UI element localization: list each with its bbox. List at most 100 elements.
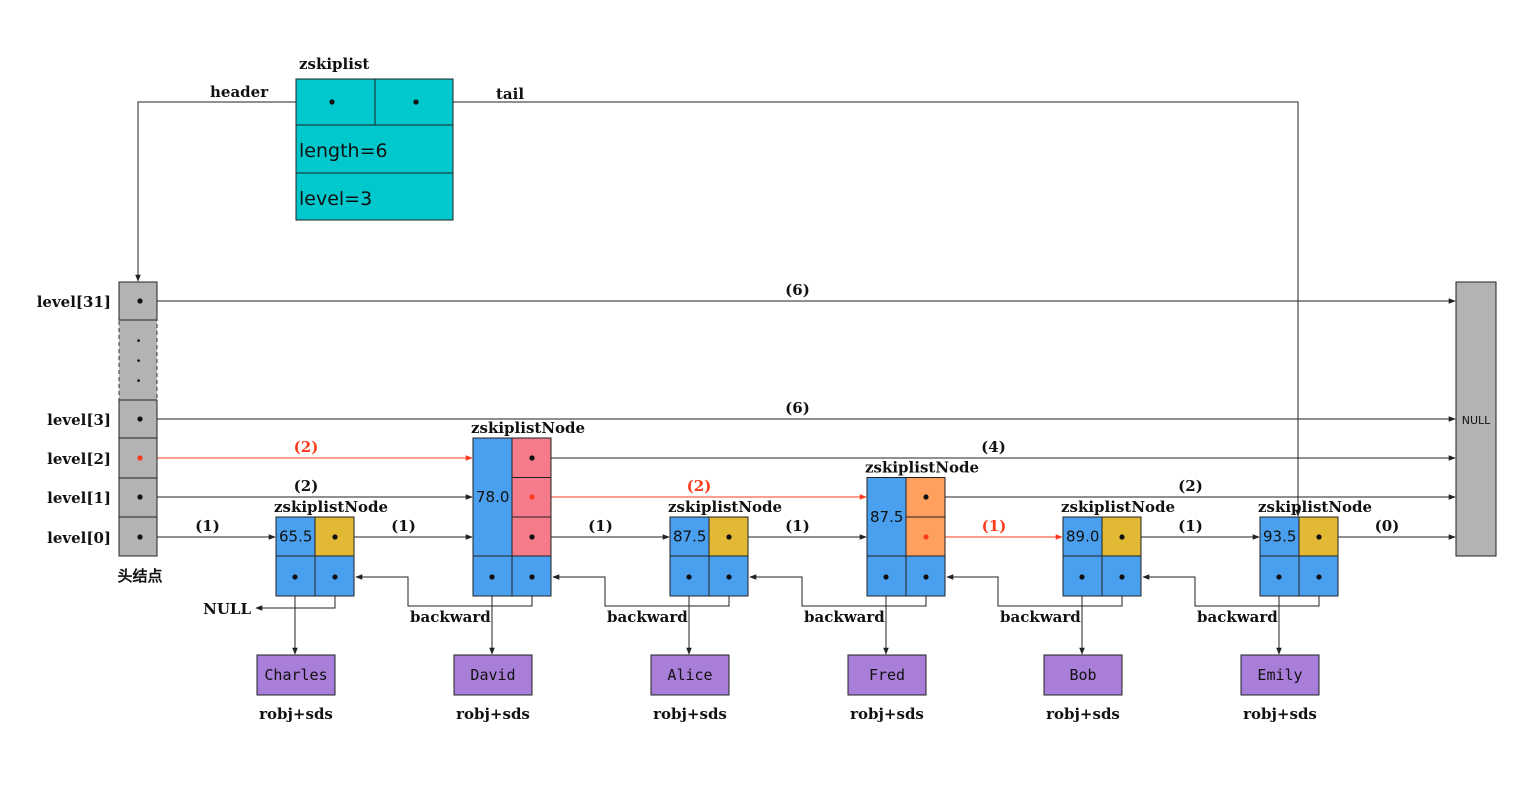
forward-pointer-dot xyxy=(332,534,338,540)
object-name: Bob xyxy=(1069,666,1096,684)
span-label: (1) xyxy=(785,517,810,535)
span-label: (1) xyxy=(195,517,220,535)
object-box xyxy=(453,654,533,696)
object-box xyxy=(1240,654,1320,696)
node-score-cell xyxy=(866,477,907,557)
ellipsis-dot: . xyxy=(136,348,141,366)
forward-pointer-dot xyxy=(529,534,535,540)
head-level-label: level[0] xyxy=(47,529,111,547)
node-title: zskiplistNode xyxy=(471,419,585,437)
object-name: Fred xyxy=(869,666,905,684)
structure-boxes xyxy=(118,78,1497,696)
forward-pointer-dot xyxy=(137,494,143,500)
level-field: level=3 xyxy=(299,188,372,210)
head-level-label: level[2] xyxy=(47,450,111,468)
object-box xyxy=(847,654,927,696)
span-label: (2) xyxy=(294,438,319,456)
obj-pointer-dot xyxy=(292,574,298,580)
backward-label: backward xyxy=(607,608,688,626)
node-title: zskiplistNode xyxy=(274,498,388,516)
node-score: 89.0 xyxy=(1066,528,1099,546)
forward-pointer-dot xyxy=(529,494,535,500)
forward-pointer-dot xyxy=(529,455,535,461)
obj-pointer-dot xyxy=(1079,574,1085,580)
backward-label: backward xyxy=(1197,608,1278,626)
node-score-cell xyxy=(472,437,513,557)
backward-label: backward xyxy=(1000,608,1081,626)
obj-pointer-dot xyxy=(686,574,692,580)
backward-pointer-dot xyxy=(1316,574,1322,580)
head-level-label: level[31] xyxy=(37,293,111,311)
level-cell xyxy=(295,172,454,221)
backward-null-label: NULL xyxy=(203,600,251,618)
node-score: 78.0 xyxy=(476,488,509,506)
object-caption: robj+sds xyxy=(456,705,530,723)
span-label: (6) xyxy=(785,399,810,417)
ellipsis-dot: . xyxy=(136,328,141,346)
object-caption: robj+sds xyxy=(259,705,333,723)
node-score: 87.5 xyxy=(870,508,903,526)
obj-pointer-dot xyxy=(1276,574,1282,580)
span-label: (1) xyxy=(1178,517,1203,535)
header-pointer-line xyxy=(135,101,332,282)
object-caption: robj+sds xyxy=(1046,705,1120,723)
forward-pointer-dot xyxy=(137,534,143,540)
object-caption: robj+sds xyxy=(1243,705,1317,723)
object-box xyxy=(1043,654,1123,696)
node-title: zskiplistNode xyxy=(1061,498,1175,516)
null-terminal-label: NULL xyxy=(1462,414,1491,427)
object-caption: robj+sds xyxy=(850,705,924,723)
node-backward-cell xyxy=(1101,555,1142,597)
tail-label: tail xyxy=(496,85,524,103)
forward-pointer-dot xyxy=(726,534,732,540)
node-backward-cell xyxy=(905,555,946,597)
object-name: Alice xyxy=(667,666,712,684)
span-label: (2) xyxy=(1178,477,1203,495)
span-label: (1) xyxy=(391,517,416,535)
node-score: 93.5 xyxy=(1263,528,1296,546)
object-name: Charles xyxy=(264,666,327,684)
object-name: Emily xyxy=(1257,666,1302,684)
span-label: (6) xyxy=(785,281,810,299)
obj-pointer-dot xyxy=(883,574,889,580)
object-box xyxy=(256,654,336,696)
backward-pointer-dot xyxy=(1119,574,1125,580)
node-title: zskiplistNode xyxy=(865,459,979,477)
forward-pointer-dot xyxy=(1316,534,1322,540)
backward-pointer-dot xyxy=(529,574,535,580)
head-level-label: level[3] xyxy=(47,411,111,429)
backward-pointer-dot xyxy=(923,574,929,580)
span-label: (2) xyxy=(687,477,712,495)
object-box xyxy=(650,654,730,696)
node-backward-cell xyxy=(314,555,355,597)
zskiplist-title: zskiplist xyxy=(299,55,369,73)
forward-pointer-dot xyxy=(923,494,929,500)
object-name: David xyxy=(470,666,515,684)
tail-pointer-line xyxy=(416,101,1301,517)
object-caption: robj+sds xyxy=(653,705,727,723)
header-pointer-dot xyxy=(329,99,335,105)
header-label: header xyxy=(210,83,269,101)
backward-pointer-dot xyxy=(726,574,732,580)
forward-pointer-dot xyxy=(137,455,143,461)
head-level-label: level[1] xyxy=(47,489,111,507)
span-label: (1) xyxy=(982,517,1007,535)
null-terminal xyxy=(1455,281,1497,557)
backward-label: backward xyxy=(410,608,491,626)
span-label: (1) xyxy=(588,517,613,535)
head-caption: 头结点 xyxy=(117,567,162,585)
span-label: (0) xyxy=(1375,517,1400,535)
forward-pointer-dot xyxy=(137,416,143,422)
node-score: 87.5 xyxy=(673,528,706,546)
span-label: (4) xyxy=(981,438,1006,456)
node-title: zskiplistNode xyxy=(668,498,782,516)
length-field: length=6 xyxy=(299,140,388,162)
node-score-cell xyxy=(669,516,710,557)
obj-pointer-dot xyxy=(489,574,495,580)
forward-pointer-dot xyxy=(137,298,143,304)
ellipsis-dot: . xyxy=(136,368,141,386)
span-label: (2) xyxy=(294,477,319,495)
node-title: zskiplistNode xyxy=(1258,498,1372,516)
forward-pointer-dot xyxy=(923,534,929,540)
forward-pointer-dot xyxy=(1119,534,1125,540)
